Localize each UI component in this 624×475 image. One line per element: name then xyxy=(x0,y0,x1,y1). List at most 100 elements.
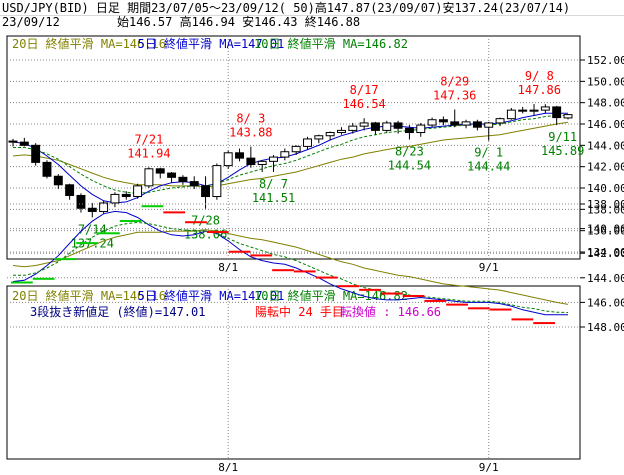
break-brick xyxy=(293,270,316,273)
break-brick xyxy=(141,205,164,208)
candle-body xyxy=(223,152,233,167)
break-brick xyxy=(250,254,273,257)
annotation-date: 8/17 xyxy=(350,83,379,97)
y-tick-label: 138.00 xyxy=(587,198,624,211)
break-brick xyxy=(11,281,33,284)
candle-body xyxy=(53,175,63,186)
candle-body xyxy=(212,165,222,198)
break-brick xyxy=(32,277,55,280)
annotation-value: 147.86 xyxy=(518,83,561,97)
candle-body xyxy=(87,207,97,212)
y-tick-label: 134.00 xyxy=(587,246,624,259)
break-brick xyxy=(380,292,403,295)
summary-date: 23/09/12 xyxy=(2,15,60,29)
break-brick xyxy=(533,322,555,325)
legend-entry: 5日 終値平滑 MA=147.01 xyxy=(138,36,285,51)
breakline-info: 転換値 : 146.66 xyxy=(340,304,441,319)
break-brick xyxy=(206,231,229,234)
candle-body xyxy=(450,121,460,126)
x-tick-label: 8/1 xyxy=(218,261,238,274)
ma-line xyxy=(12,229,569,305)
candle-body xyxy=(325,132,335,137)
y-tick-label: 136.00 xyxy=(587,225,624,238)
y-tick-label: 144.00 xyxy=(587,139,624,152)
candle-body xyxy=(438,119,448,123)
candle-body xyxy=(133,185,143,198)
break-brick xyxy=(119,219,142,222)
candle-body xyxy=(167,172,177,178)
break-brick xyxy=(54,258,77,261)
annotation-value: 144.54 xyxy=(388,159,431,173)
break-brick xyxy=(76,242,99,245)
candle-body xyxy=(484,122,494,128)
candle-body xyxy=(42,161,52,177)
break-panel-frame xyxy=(6,285,581,460)
legend-entry: 10日 終値平滑 MA=146.82 xyxy=(254,36,408,51)
breakline-info: 陽転中 24 手目 xyxy=(255,304,344,319)
candle-body xyxy=(506,109,516,120)
y-tick-label: 140.00 xyxy=(587,182,624,195)
x-tick-label: 9/1 xyxy=(479,261,499,274)
annotation-date: 7/28 xyxy=(191,214,220,228)
candle-body xyxy=(291,145,301,153)
y-tick-label: 138.00 xyxy=(587,203,624,216)
y-tick-label: 152.00 xyxy=(587,54,624,67)
candle-body xyxy=(416,124,426,134)
y-tick-label: 146.00 xyxy=(587,296,624,309)
candle-body xyxy=(76,194,86,209)
break-brick xyxy=(467,307,490,310)
legend-entry: 10日 終値平滑 MA=146.82 xyxy=(254,288,408,303)
annotation-value: 145.89 xyxy=(541,144,584,158)
annotation-value: 141.94 xyxy=(127,146,170,160)
candle-body xyxy=(540,106,550,111)
y-tick-label: 140.00 xyxy=(587,223,624,236)
candle-body xyxy=(472,121,482,128)
annotation-date: 8/23 xyxy=(395,145,424,159)
candle-body xyxy=(110,193,120,204)
annotation-date: 7/21 xyxy=(134,132,163,146)
y-tick-label: 144.00 xyxy=(587,272,624,285)
candle-body xyxy=(269,156,278,162)
candle-body xyxy=(461,121,471,126)
candle-body xyxy=(201,185,211,198)
candle-body xyxy=(370,122,380,131)
candle-body xyxy=(382,122,392,131)
x-tick-label: 9/1 xyxy=(479,461,499,474)
candle-body xyxy=(121,193,131,198)
annotation-value: 144.44 xyxy=(467,160,510,174)
candle-body xyxy=(427,119,437,126)
legend-entry: 20日 終値平滑 MA=146.16 xyxy=(12,288,166,303)
annotation-date: 8/29 xyxy=(440,74,469,88)
candle-body xyxy=(495,118,505,124)
annotation-date: 8/ 3 xyxy=(236,112,265,126)
candle-body xyxy=(31,144,41,163)
candle-body xyxy=(563,114,573,119)
candle-body xyxy=(178,176,188,183)
break-brick xyxy=(272,269,294,272)
candle-body xyxy=(235,152,244,159)
candle-body xyxy=(359,122,369,127)
candle-body xyxy=(337,129,346,134)
y-tick-label: 146.00 xyxy=(587,118,624,131)
annotation-value: 147.36 xyxy=(433,88,476,102)
annotation-date: 9/ 1 xyxy=(474,146,503,160)
y-tick-label: 150.00 xyxy=(587,75,624,88)
break-brick xyxy=(424,299,447,302)
y-tick-label: 142.00 xyxy=(587,161,624,174)
candle-body xyxy=(144,168,154,187)
summary-ohlc: 始146.57 高146.94 安146.43 終146.88 xyxy=(117,15,361,29)
annotation-value: 146.54 xyxy=(342,97,385,111)
break-brick xyxy=(359,288,381,291)
candle-body xyxy=(65,184,75,196)
legend-entry: 20日 終値平滑 MA=146.16 xyxy=(12,36,166,51)
candle-body xyxy=(19,141,29,146)
breakline-info: 3段抜き新値足 (終値)=147.01 xyxy=(30,304,205,319)
break-brick xyxy=(98,232,120,235)
candle-body xyxy=(303,138,312,147)
annotation-date: 9/ 8 xyxy=(525,69,554,83)
break-brick xyxy=(315,276,338,279)
candle-body xyxy=(404,127,414,134)
candle-body xyxy=(8,140,18,143)
candle-body xyxy=(280,151,290,158)
